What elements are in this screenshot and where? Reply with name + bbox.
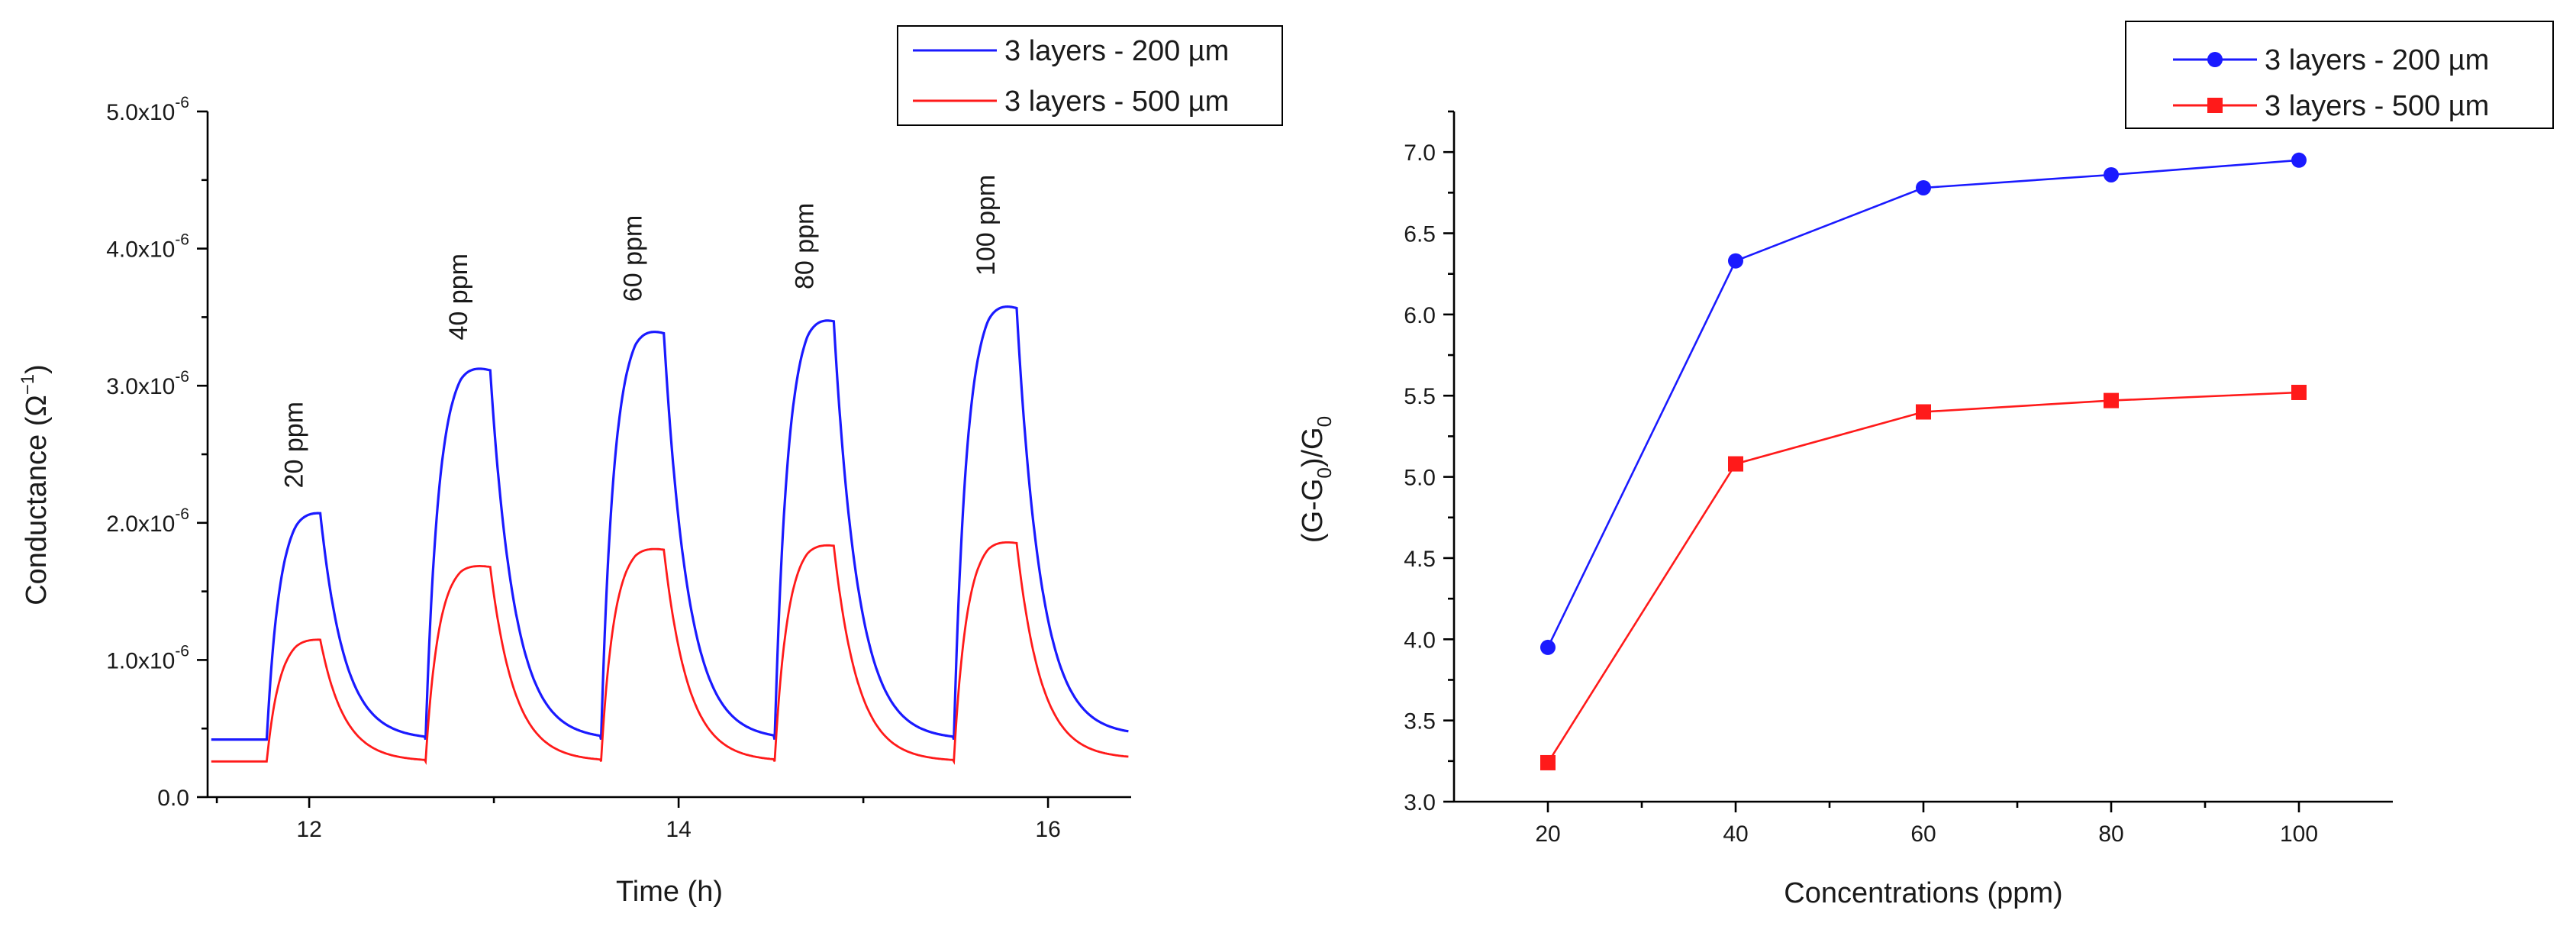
legend-entry: 3 layers - 200 µm xyxy=(1004,35,1229,67)
pulse-label: 20 ppm xyxy=(280,402,309,488)
left-y-tick-label: 2.0x10-6 xyxy=(106,505,189,537)
data-point-500um xyxy=(2291,384,2307,400)
left-chart-conductance-vs-time: 0.0 1.0x10-6 2.0x10-6 3.0x10-6 4.0x10-6 5.0x1… xyxy=(18,25,1283,908)
legend-marker xyxy=(2207,98,2223,113)
data-point-200um xyxy=(1916,179,1931,195)
legend-marker xyxy=(2207,52,2223,67)
legend-entry: 3 layers - 500 µm xyxy=(2265,90,2489,122)
right-y-tick-label: 7.0 xyxy=(1404,140,1436,166)
left-y-tick-label: 5.0x10-6 xyxy=(106,94,189,125)
pulse-label: 100 ppm xyxy=(972,175,1001,276)
left-x-tick-label: 16 xyxy=(1035,817,1060,842)
right-y-tick-label: 6.0 xyxy=(1404,303,1436,328)
left-y-axis-title: Conductance (Ω−1) xyxy=(18,364,53,605)
right-x-axis-title: Concentrations (ppm) xyxy=(1784,877,2062,909)
right-x-tick-label: 20 xyxy=(1535,822,1560,847)
right-y-tick-label: 5.0 xyxy=(1404,466,1436,491)
right-legend xyxy=(2125,21,2554,129)
left-y-tick-label: 1.0x10-6 xyxy=(106,642,189,673)
pulse-label: 80 ppm xyxy=(791,203,820,289)
right-y-tick-label: 4.5 xyxy=(1404,547,1436,572)
left-legend xyxy=(897,25,1283,126)
left-y-tick-label: 4.0x10-6 xyxy=(106,231,189,263)
right-x-tick-label: 60 xyxy=(1910,822,1936,847)
right-y-tick-label: 3.5 xyxy=(1404,709,1436,734)
data-point-500um xyxy=(1916,404,1931,420)
right-y-tick-label: 5.5 xyxy=(1404,384,1436,409)
pulse-label: 40 ppm xyxy=(444,253,473,340)
left-y-tick-label: 3.0x10-6 xyxy=(106,368,189,399)
data-point-200um xyxy=(2104,166,2119,182)
right-x-tick-label: 40 xyxy=(1723,822,1748,847)
data-point-500um xyxy=(1540,754,1556,770)
right-y-tick-label: 3.0 xyxy=(1404,790,1436,815)
data-point-500um xyxy=(2104,392,2119,408)
series-line-500um xyxy=(1546,391,2300,764)
series-line-500um xyxy=(211,541,1129,766)
right-y-tick-label: 6.5 xyxy=(1404,222,1436,247)
series-line-200um xyxy=(211,305,1129,741)
data-point-500um xyxy=(1728,456,1743,472)
right-x-tick-label: 80 xyxy=(2098,822,2123,847)
legend-entry: 3 layers - 500 µm xyxy=(1004,86,1229,118)
pulse-label: 60 ppm xyxy=(619,215,648,302)
legend-entry: 3 layers - 200 µm xyxy=(2265,44,2489,76)
left-x-axis-title: Time (h) xyxy=(616,876,723,908)
right-x-tick-label: 100 xyxy=(2280,822,2318,847)
data-point-200um xyxy=(1728,253,1743,269)
data-point-200um xyxy=(1540,639,1556,655)
left-x-tick-label: 14 xyxy=(666,817,691,842)
left-y-tick-label: 0.0 xyxy=(157,786,189,811)
right-chart-response-vs-concentration: 3.0 3.5 4.0 4.5 5.0 5.5 6.0 6.5 7.0 20 40 60 80 100 Co… xyxy=(1297,21,2554,909)
series-line-200um xyxy=(1546,159,2300,648)
left-x-tick-label: 12 xyxy=(296,817,321,842)
right-y-tick-label: 4.0 xyxy=(1404,628,1436,653)
right-y-axis-title: (G-G0)/G0 xyxy=(1297,416,1336,543)
data-point-200um xyxy=(2291,152,2307,168)
